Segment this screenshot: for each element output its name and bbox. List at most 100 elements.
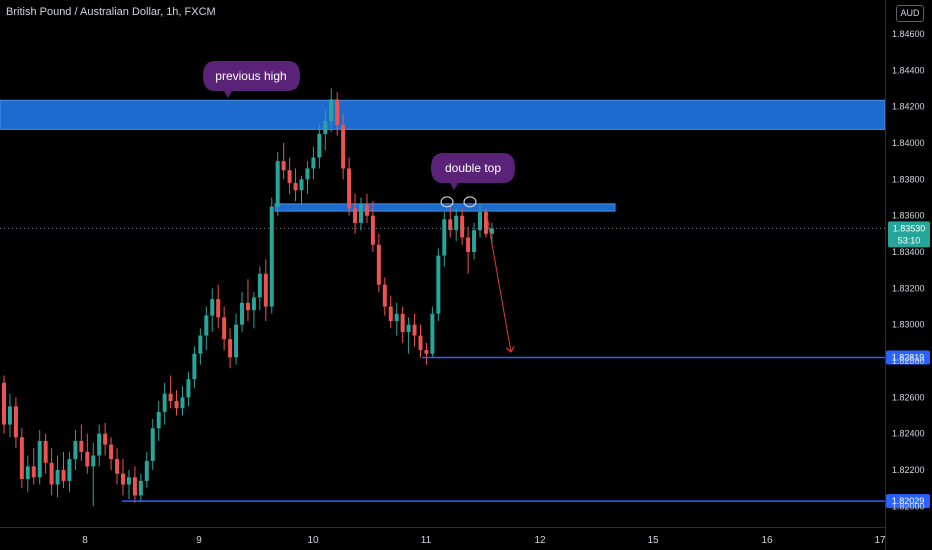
previous-high-callout[interactable]: previous high: [203, 61, 300, 98]
candle: [126, 470, 131, 500]
candle: [299, 175, 304, 205]
candle-body: [412, 324, 417, 336]
callout-bubble: [431, 153, 515, 190]
price-tick-label: 1.83800: [892, 174, 925, 184]
candle-body: [162, 393, 167, 412]
candle: [454, 208, 459, 242]
candle-body: [257, 273, 262, 298]
candle: [186, 371, 191, 407]
candle: [91, 442, 96, 507]
zones-layer: [0, 99, 886, 212]
candle: [234, 313, 239, 365]
candle: [156, 400, 161, 441]
candle-body: [222, 317, 227, 340]
candle-body: [329, 99, 334, 122]
candle: [162, 382, 167, 425]
candle: [138, 473, 143, 501]
price-tick-label: 1.84200: [892, 102, 925, 112]
candle-body: [144, 460, 149, 481]
candle-body: [91, 455, 96, 467]
candle-body: [370, 215, 375, 245]
currency-button[interactable]: AUD: [896, 5, 924, 22]
candle-body: [186, 379, 191, 398]
candle-body: [216, 299, 221, 318]
candle-body: [204, 315, 209, 336]
candle-body: [121, 473, 125, 485]
double-top-callout[interactable]: double top: [431, 153, 515, 190]
candle-body: [19, 437, 24, 480]
price-tick-label: 1.82000: [892, 501, 925, 511]
price-tick-label: 1.82600: [892, 392, 925, 402]
time-tick-label: 16: [761, 535, 773, 546]
candle: [228, 328, 233, 369]
candle: [335, 92, 340, 136]
price-axis[interactable]: 1.84600 1.84400 1.84200 1.84000 1.83800 1.836…: [892, 29, 925, 511]
candle: [73, 430, 78, 470]
top-marker-circle: [440, 196, 454, 208]
candle: [430, 306, 435, 358]
candle-body: [115, 459, 120, 474]
candle: [275, 152, 280, 216]
candle-body: [460, 215, 465, 238]
time-tick-label: 10: [307, 535, 319, 546]
candle-body: [269, 206, 274, 307]
candle: [79, 424, 84, 461]
time-axis[interactable]: 8 9 10 11 12 15 16 17: [82, 535, 886, 546]
candle-body: [228, 339, 233, 358]
candle: [2, 375, 6, 434]
candle: [472, 222, 477, 260]
candle-body: [472, 230, 477, 252]
candle-body: [317, 133, 322, 158]
candle: [198, 328, 203, 365]
double-top-markers: [440, 196, 477, 208]
candle-body: [382, 284, 387, 307]
time-tick-label: 8: [82, 535, 88, 546]
candle-body: [97, 433, 102, 456]
candle: [251, 291, 256, 329]
candle: [353, 193, 358, 234]
candle-body: [388, 306, 393, 322]
candle-body: [198, 335, 203, 354]
time-tick-label: 17: [874, 535, 886, 546]
candle-body: [245, 302, 250, 311]
candle-body: [240, 302, 244, 325]
candle-body: [275, 161, 280, 207]
candle-body: [406, 324, 411, 332]
candle-body: [293, 182, 298, 191]
price-tick-label: 1.83600: [892, 211, 925, 221]
candle-body: [126, 477, 131, 485]
candles-layer: [2, 88, 494, 507]
candle: [466, 226, 471, 274]
candle: [7, 393, 12, 438]
candle: [132, 466, 137, 503]
candle: [49, 448, 54, 496]
candle-body: [376, 244, 381, 285]
zone-double-top[interactable]: [274, 203, 616, 212]
candle-body: [150, 428, 155, 461]
candle: [61, 451, 66, 489]
candle: [388, 295, 393, 329]
candle: [293, 168, 298, 202]
candle-body: [341, 124, 346, 169]
levels-layer: 1.82819 1.82029: [122, 350, 930, 509]
candle: [382, 277, 387, 316]
candle-body: [359, 204, 363, 223]
countdown-timer: 53:10: [898, 235, 921, 245]
candle: [245, 279, 250, 322]
level-price-tag: [886, 350, 930, 365]
candle: [412, 313, 417, 347]
current-price-label: 1.83530 53:10: [888, 221, 930, 248]
candle-body: [263, 273, 268, 307]
candle-body: [168, 393, 173, 401]
price-tick-label: 1.84400: [892, 65, 925, 75]
candle-body: [13, 406, 18, 438]
candle-body: [210, 299, 215, 316]
zone-previous-high[interactable]: [0, 99, 886, 130]
candle-body: [347, 168, 352, 209]
candle-body: [489, 228, 494, 234]
level-price-label: 1.82819: [892, 353, 925, 363]
candle: [121, 459, 125, 496]
candle-body: [311, 157, 316, 169]
candle: [43, 433, 48, 474]
